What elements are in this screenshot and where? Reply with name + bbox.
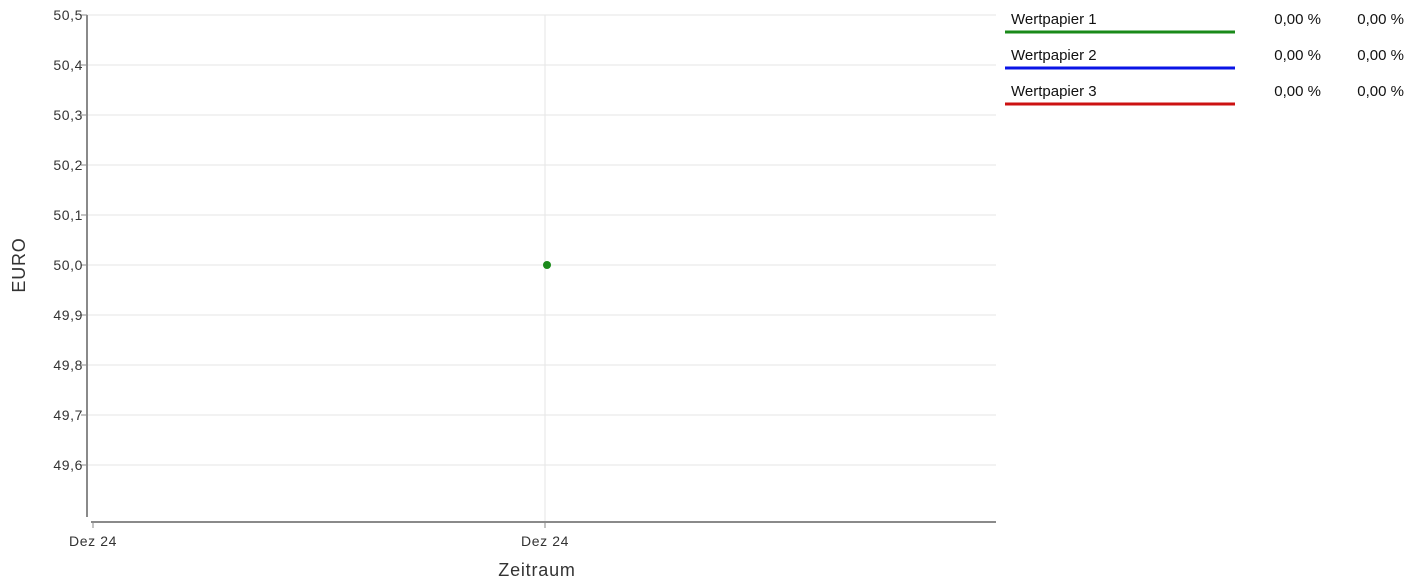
y-tick-label: 50,3 <box>53 107 83 123</box>
y-tick-label: 50,4 <box>53 57 83 73</box>
legend-series-name: Wertpapier 2 <box>1011 47 1097 64</box>
y-tick-label: 49,9 <box>53 307 83 323</box>
legend: Wertpapier 1 0,00 % 0,00 % Wertpapier 2 0,00… <box>1005 11 1404 106</box>
data-points <box>543 261 551 269</box>
gridlines <box>87 14 996 522</box>
legend-series-name: Wertpapier 3 <box>1011 83 1097 100</box>
x-tick-label: Dez 24 <box>69 533 117 549</box>
y-tick-label: 49,7 <box>53 407 83 423</box>
data-point <box>543 261 551 269</box>
legend-change-1: 0,00 % <box>1274 83 1321 100</box>
legend-change-2: 0,00 % <box>1357 47 1404 64</box>
y-tick-label: 49,6 <box>53 457 83 473</box>
y-tick-label: 50,2 <box>53 157 83 173</box>
x-axis-title: Zeitraum <box>498 560 575 580</box>
y-axis-title: EURO <box>9 237 29 292</box>
axes <box>86 15 996 523</box>
y-tick-label: 50,1 <box>53 207 83 223</box>
y-tick-label: 50,5 <box>53 7 83 23</box>
y-tick-label: 49,8 <box>53 357 83 373</box>
legend-item: Wertpapier 1 0,00 % 0,00 % <box>1005 11 1404 34</box>
y-tick-label: 50,0 <box>53 257 83 273</box>
legend-change-2: 0,00 % <box>1357 11 1404 28</box>
x-axis-ticks: Dez 24 Dez 24 <box>69 522 569 549</box>
x-tick-label: Dez 24 <box>521 533 569 549</box>
legend-item: Wertpapier 3 0,00 % 0,00 % <box>1005 83 1404 106</box>
legend-change-2: 0,00 % <box>1357 83 1404 100</box>
legend-series-name: Wertpapier 1 <box>1011 11 1097 28</box>
legend-change-1: 0,00 % <box>1274 47 1321 64</box>
legend-item: Wertpapier 2 0,00 % 0,00 % <box>1005 47 1404 70</box>
y-axis-ticks: 49,6 49,7 49,8 49,9 50,0 50,1 50,2 50,3 50,4 50,5 <box>53 7 87 473</box>
legend-change-1: 0,00 % <box>1274 11 1321 28</box>
